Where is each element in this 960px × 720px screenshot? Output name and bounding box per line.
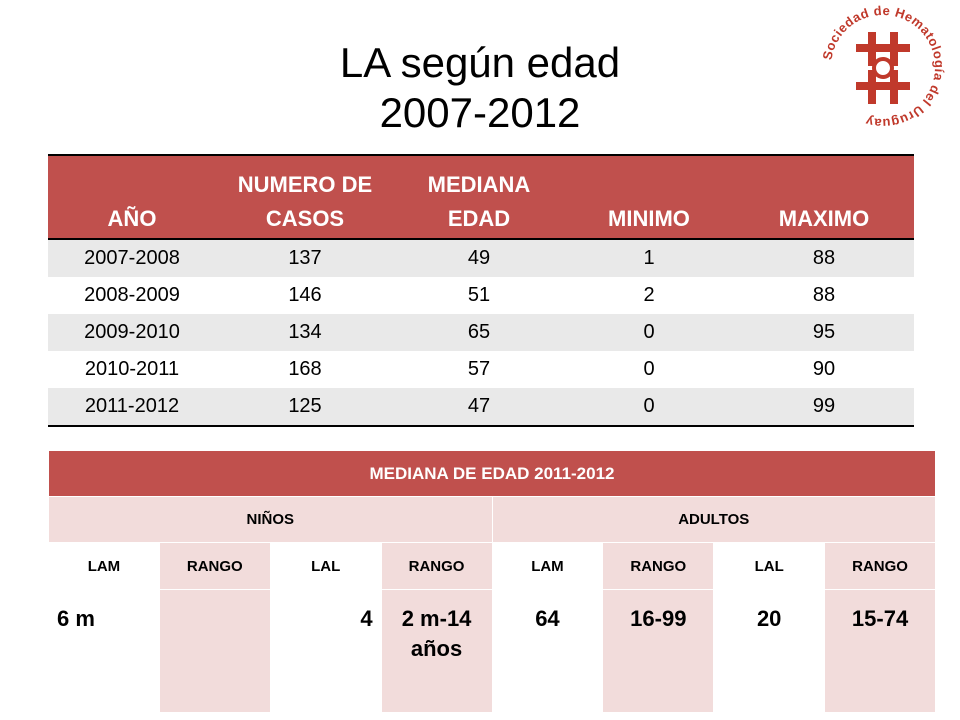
cases-by-year-table: AÑO NUMERO DE CASOS MEDIANA EDAD MINIMO MAXIMO…	[48, 154, 914, 427]
group-row: NIÑOS ADULTOS	[48, 496, 936, 543]
table-cell: 2010-2011	[48, 351, 216, 388]
values-row: 6 m 4 2 m-14 años 64 16-99 20 15-74	[48, 589, 936, 713]
table-row: 2009-2010 134 65 0 95	[48, 314, 914, 351]
title-line-2: 2007-2012	[379, 89, 581, 136]
column-header: AÑO	[48, 154, 216, 240]
table-row: 2010-2011 168 57 0 90	[48, 351, 914, 388]
group-adultos: ADULTOS	[491, 496, 936, 543]
value-ninos-lam-rango	[158, 589, 271, 713]
subheader-cell: LAL	[269, 542, 382, 590]
median-age-table: MEDIANA DE EDAD 2011-2012 NIÑOS ADULTOS …	[48, 450, 936, 713]
table-cell: 95	[734, 314, 914, 351]
table-cell: 2	[564, 277, 734, 314]
column-header-line: AÑO	[107, 206, 157, 231]
svg-text:Sociedad de Hematología del Ur: Sociedad de Hematología del Uruguay	[819, 3, 947, 131]
value-ninos-lal-rango: 2 m-14 años	[380, 589, 493, 713]
column-header: MAXIMO	[734, 154, 914, 240]
table-row: 2011-2012 125 47 0 99	[48, 388, 914, 427]
subheader-cell: LAM	[491, 542, 604, 590]
column-header-line: MEDIANA	[427, 172, 531, 197]
table-cell: 0	[564, 351, 734, 388]
table-cell: 88	[734, 239, 914, 277]
table-cell: 99	[734, 388, 914, 427]
table-cell: 0	[564, 314, 734, 351]
table-cell: 137	[216, 239, 394, 277]
value-adultos-lam: 64	[491, 589, 604, 713]
title-line-1: LA según edad	[339, 39, 621, 86]
table-cell: 2011-2012	[48, 388, 216, 427]
subheader-cell: RANGO	[824, 542, 936, 590]
column-header: MEDIANA EDAD	[394, 154, 564, 240]
hematology-society-logo: Sociedad de Hematología del Uruguay	[819, 3, 947, 131]
column-header-line: EDAD	[447, 206, 511, 231]
subheader-cell: RANGO	[602, 542, 715, 590]
column-header: MINIMO	[564, 154, 734, 240]
value-ninos-lam: 6 m	[48, 589, 160, 713]
table-cell: 88	[734, 277, 914, 314]
table-cell: 1	[564, 239, 734, 277]
table-cell: 51	[394, 277, 564, 314]
subheader-cell: LAL	[713, 542, 826, 590]
table-cell: 0	[564, 388, 734, 427]
group-ninos: NIÑOS	[48, 496, 493, 543]
logo-text: Sociedad de Hematología del Uruguay	[819, 3, 946, 131]
table-row: 2008-2009 146 51 2 88	[48, 277, 914, 314]
table-cell: 90	[734, 351, 914, 388]
table-cell: 134	[216, 314, 394, 351]
value-adultos-lal-rango: 15-74	[824, 589, 936, 713]
table-cell: 47	[394, 388, 564, 427]
table-cell: 49	[394, 239, 564, 277]
table-cell: 168	[216, 351, 394, 388]
column-header: NUMERO DE CASOS	[216, 154, 394, 240]
subheader-cell: LAM	[48, 542, 160, 590]
table-cell: 125	[216, 388, 394, 427]
subheader-cell: RANGO	[158, 542, 271, 590]
table-cell: 2007-2008	[48, 239, 216, 277]
slide-title: LA según edad 2007-2012	[0, 38, 960, 138]
median-age-title: MEDIANA DE EDAD 2011-2012	[48, 450, 936, 497]
column-header-line: CASOS	[265, 206, 345, 231]
value-adultos-lal: 20	[713, 589, 826, 713]
subheader-cell: RANGO	[380, 542, 493, 590]
column-header-line: MINIMO	[608, 206, 690, 231]
table-header-row: AÑO NUMERO DE CASOS MEDIANA EDAD MINIMO MAXIMO	[48, 154, 914, 240]
value-adultos-lam-rango: 16-99	[602, 589, 715, 713]
column-header-line: MAXIMO	[778, 206, 870, 231]
table-cell: 2009-2010	[48, 314, 216, 351]
column-header-line: NUMERO DE	[237, 172, 373, 197]
subheader-row: LAM RANGO LAL RANGO LAM RANGO LAL RANGO	[48, 542, 936, 590]
table-cell: 57	[394, 351, 564, 388]
table-row: 2007-2008 137 49 1 88	[48, 239, 914, 277]
table-cell: 146	[216, 277, 394, 314]
table-cell: 65	[394, 314, 564, 351]
value-ninos-lal: 4	[269, 589, 382, 713]
table-cell: 2008-2009	[48, 277, 216, 314]
median-age-title-row: MEDIANA DE EDAD 2011-2012	[48, 450, 936, 497]
